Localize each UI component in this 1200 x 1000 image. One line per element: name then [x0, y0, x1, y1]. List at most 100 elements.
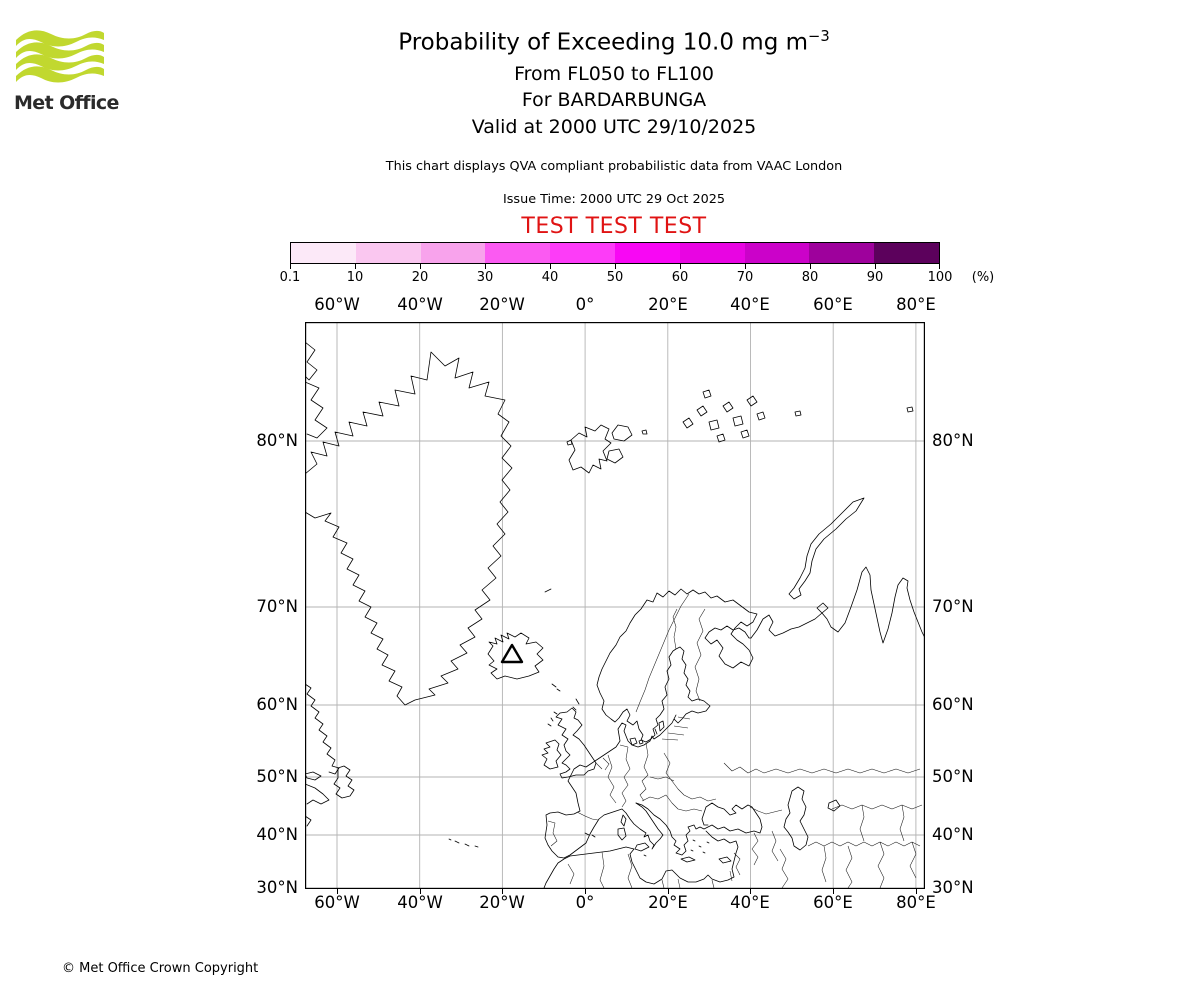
coast-med-islands	[584, 814, 732, 864]
map-canvas	[305, 322, 925, 889]
coast-baltic-islands	[629, 720, 665, 746]
colorbar-segment	[291, 243, 356, 263]
page-title: Probability of Exceeding 10.0 mg m−3	[14, 28, 1200, 56]
colorbar-tick	[745, 264, 746, 269]
colorbar-tick	[615, 264, 616, 269]
colorbar-label: 0.1	[279, 270, 301, 285]
grid-lines	[305, 322, 925, 889]
colorbar-tick	[355, 264, 356, 269]
probability-colorbar	[290, 242, 940, 264]
axis-label-bottom: 80°E	[896, 893, 936, 912]
axis-label-left: 70°N	[256, 597, 298, 616]
colorbar-tick	[485, 264, 486, 269]
coast-ireland	[541, 739, 562, 770]
axis-label-right: 40°N	[932, 825, 974, 844]
colorbar-tick	[290, 264, 291, 269]
map-frame	[305, 322, 925, 889]
colorbar-label: 80	[801, 270, 819, 285]
colorbar-tick	[810, 264, 811, 269]
axis-label-top: 40°E	[730, 295, 770, 314]
axis-tick	[833, 889, 834, 894]
axis-label-left: 30°N	[256, 878, 298, 897]
colorbar-tick	[420, 264, 421, 269]
axis-label-top: 80°E	[896, 295, 936, 314]
colorbar-tick	[550, 264, 551, 269]
axis-label-right: 70°N	[932, 597, 974, 616]
qva-note: This chart displays QVA compliant probab…	[385, 159, 843, 174]
colorbar-label: 10	[346, 270, 364, 285]
colorbar-label: 50	[606, 270, 624, 285]
coast-caspian	[783, 786, 809, 851]
coast-kola-white-sea	[692, 589, 758, 669]
coast-svalbard	[566, 424, 648, 474]
title-main: Probability of Exceeding 10.0 mg m	[398, 29, 809, 56]
axis-label-top: 0°	[575, 295, 595, 314]
coast-iceland	[487, 632, 544, 680]
colorbar-segment	[809, 243, 875, 263]
colorbar-segment	[679, 243, 745, 263]
colorbar-label: 30	[476, 270, 494, 285]
colorbar-tick	[680, 264, 681, 269]
axis-tick	[420, 889, 421, 894]
axis-tick	[750, 889, 751, 894]
axis-label-right: 30°N	[932, 878, 974, 897]
map-svg	[305, 322, 925, 889]
axis-label-bottom: 60°E	[813, 893, 853, 912]
coast-small-islands	[544, 588, 580, 711]
coast-canada	[305, 683, 355, 827]
axis-label-top: 60°E	[813, 295, 853, 314]
coast-greenland	[305, 351, 513, 706]
title-exponent: −3	[808, 28, 830, 45]
coast-franz-josef-land	[682, 389, 914, 443]
axis-label-bottom: 40°E	[730, 893, 770, 912]
logo-waves-icon	[16, 30, 104, 83]
coast-azores	[448, 838, 479, 848]
colorbar-label: 100	[927, 270, 953, 285]
axis-label-left: 40°N	[256, 825, 298, 844]
axis-tick	[502, 889, 503, 894]
axis-label-left: 60°N	[256, 695, 298, 714]
axis-tick	[668, 889, 669, 894]
axis-label-bottom: 60°W	[314, 893, 360, 912]
colorbar-tick	[875, 264, 876, 269]
coastlines	[305, 341, 925, 889]
colorbar-segment	[485, 243, 551, 263]
coast-ellesmere	[305, 341, 328, 439]
axis-label-right: 50°N	[932, 767, 974, 786]
axis-label-right: 60°N	[932, 695, 974, 714]
coast-russian-arctic	[750, 566, 925, 644]
volcano-triangle-icon	[500, 643, 524, 664]
coast-balkans-black-sea	[635, 802, 763, 856]
colorbar-label: 60	[671, 270, 689, 285]
colorbar-label: 40	[541, 270, 559, 285]
coast-europe-main	[544, 588, 711, 859]
axis-label-bottom: 20°W	[479, 893, 525, 912]
axis-label-left: 50°N	[256, 767, 298, 786]
colorbar-segment	[614, 243, 680, 263]
issue-time: Issue Time: 2000 UTC 29 Oct 2025	[502, 192, 726, 207]
colorbar-segment	[550, 243, 615, 263]
axis-tick	[337, 889, 338, 894]
coast-novaya-zemlya	[788, 497, 865, 614]
colorbar-label: 20	[411, 270, 429, 285]
copyright-text: © Met Office Crown Copyright	[62, 961, 259, 976]
colorbar-segment	[744, 243, 810, 263]
axis-label-left: 80°N	[256, 431, 298, 450]
coast-great-britain	[547, 707, 597, 779]
colorbar-tick	[939, 264, 940, 269]
axis-label-top: 40°W	[397, 295, 443, 314]
subtitle-flight-levels: From FL050 to FL100	[514, 63, 714, 85]
axis-label-top: 20°W	[479, 295, 525, 314]
subtitle-volcano: For BARDARBUNGA	[521, 89, 707, 111]
logo-text: Met Office	[14, 92, 119, 114]
colorbar-label: 90	[866, 270, 884, 285]
axis-label-bottom: 0°	[575, 893, 595, 912]
coast-levant-north-africa	[543, 830, 739, 889]
country-borders	[547, 593, 923, 889]
coast-aral	[827, 799, 841, 812]
axis-label-right: 80°N	[932, 431, 974, 450]
axis-label-top: 20°E	[648, 295, 688, 314]
colorbar-segment	[874, 243, 939, 263]
subtitle-valid-time: Valid at 2000 UTC 29/10/2025	[471, 116, 757, 138]
